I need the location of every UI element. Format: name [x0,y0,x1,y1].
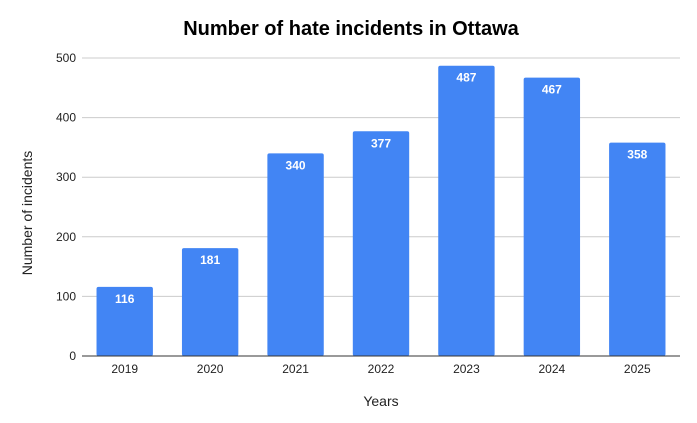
y-tick-label: 300 [56,170,76,184]
bar-2021 [267,153,324,356]
x-tick-label: 2021 [282,362,309,376]
bar-2025 [609,142,666,356]
x-tick-label: 2022 [368,362,395,376]
x-tick-label: 2025 [624,362,651,376]
bar-value-label: 358 [627,148,647,162]
chart-title: Number of hate incidents in Ottawa [183,18,519,40]
x-tick-label: 2019 [111,362,138,376]
y-tick-labels: 0 100 200 300 400 500 [56,51,76,363]
bar-2023 [438,65,495,357]
x-tick-label: 2024 [539,362,566,376]
y-axis-label: Number of incidents [19,151,35,276]
bar-value-label: 116 [115,292,135,306]
y-tick-label: 400 [56,111,76,125]
x-axis-label: Years [363,393,398,409]
bar-2019 [96,286,153,356]
y-tick-label: 200 [56,230,76,244]
y-tick-label: 500 [56,51,76,65]
bar-value-label: 181 [200,253,220,267]
bar-2024 [523,77,581,356]
bar-2022 [352,131,410,356]
bar-value-label: 377 [371,136,391,150]
bar-value-label: 467 [542,83,562,97]
bar-2020 [181,248,239,356]
bar-value-label: 340 [286,158,306,172]
bar-data-labels: 116 181 340 377 487 467 358 [115,71,648,306]
x-tick-labels: 2019 2020 2021 2022 2023 2024 2025 [111,362,651,376]
y-tick-label: 0 [69,349,76,363]
x-tick-label: 2023 [453,362,480,376]
y-tick-label: 100 [56,289,76,303]
x-tick-label: 2020 [197,362,224,376]
bar-value-label: 487 [456,71,476,85]
bars [96,65,666,357]
